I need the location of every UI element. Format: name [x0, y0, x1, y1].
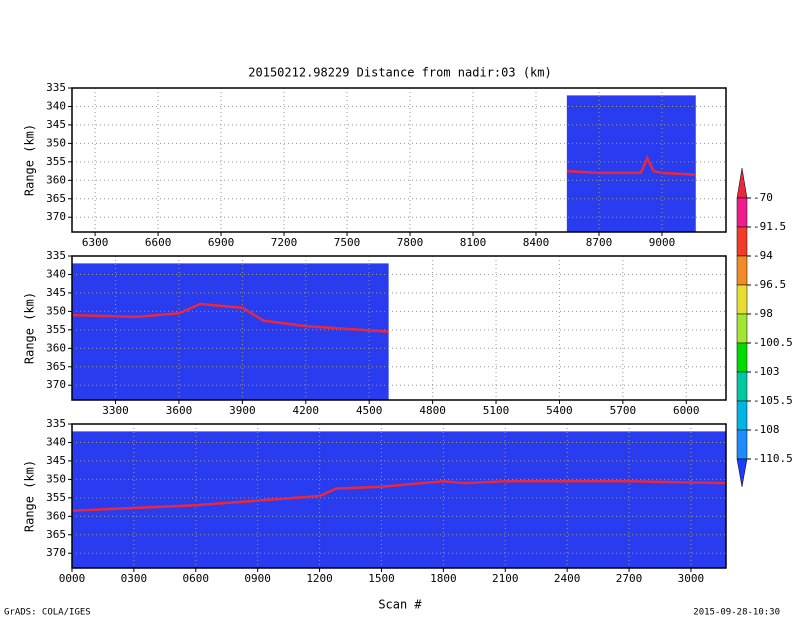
colorbar-label: -70	[753, 191, 773, 204]
colorbar-label: -103	[753, 365, 780, 378]
surface-line	[566, 155, 696, 177]
x-tick-label: 6300	[82, 236, 109, 249]
y-tick-label: 370	[46, 210, 66, 223]
colorbar-cap	[736, 458, 748, 488]
chart-title: 20150212.98229 Distance from nadir:03 (k…	[248, 66, 551, 80]
x-tick-label: 8400	[523, 236, 550, 249]
x-tick-label: 7800	[397, 236, 424, 249]
x-tick-label: 3000	[678, 572, 705, 585]
colorbar-label: -91.5	[753, 220, 786, 233]
x-tick-label: 6900	[208, 236, 235, 249]
x-tick-label: 2700	[616, 572, 643, 585]
x-tick-label: 0000	[59, 572, 86, 585]
footer-left: GrADS: COLA/IGES	[4, 608, 91, 618]
y-tick-label: 370	[46, 546, 66, 559]
x-tick-label: 1500	[368, 572, 395, 585]
data-field	[72, 431, 726, 568]
plot-frame	[71, 255, 727, 401]
y-tick-label: 345	[46, 454, 66, 467]
x-tick-label: 5100	[483, 404, 510, 417]
x-tick-label: 6000	[673, 404, 700, 417]
x-tick-label: 2400	[554, 572, 581, 585]
y-tick-label: 350	[46, 472, 66, 485]
data-field	[566, 95, 696, 232]
colorbar-label: -108	[753, 423, 780, 436]
colorbar-label: -94	[753, 249, 773, 262]
x-tick-label: 1200	[306, 572, 333, 585]
colorbar-box	[736, 284, 748, 315]
y-tick-label: 360	[46, 509, 66, 522]
y-axis-label: Range (km)	[23, 460, 37, 532]
colorbar-box	[736, 429, 748, 460]
y-axis-label: Range (km)	[23, 292, 37, 364]
x-tick-label: 7200	[271, 236, 298, 249]
x-tick-label: 0300	[121, 572, 148, 585]
colorbar-label: -100.5	[753, 336, 793, 349]
y-tick-label: 350	[46, 304, 66, 317]
colorbar-box	[736, 371, 748, 402]
colorbar-label: -96.5	[753, 278, 786, 291]
x-tick-label: 4200	[293, 404, 320, 417]
x-tick-label: 1800	[430, 572, 457, 585]
y-tick-label: 355	[46, 155, 66, 168]
x-tick-label: 3600	[166, 404, 193, 417]
x-tick-label: 6600	[145, 236, 172, 249]
colorbar-label: -110.5	[753, 452, 793, 465]
x-tick-label: 2100	[492, 572, 519, 585]
data-field	[72, 263, 389, 400]
y-tick-label: 370	[46, 378, 66, 391]
x-tick-label: 3300	[102, 404, 129, 417]
y-tick-label: 335	[46, 417, 66, 430]
y-tick-label: 360	[46, 341, 66, 354]
plot-frame	[71, 87, 727, 233]
colorbar-box	[736, 197, 748, 228]
x-tick-label: 0900	[244, 572, 271, 585]
x-axis-label: Scan #	[378, 598, 422, 612]
x-tick-label: 4500	[356, 404, 383, 417]
x-tick-label: 5400	[546, 404, 573, 417]
y-tick-label: 340	[46, 99, 66, 112]
x-tick-label: 0600	[183, 572, 210, 585]
y-tick-label: 350	[46, 136, 66, 149]
y-tick-label: 345	[46, 286, 66, 299]
y-tick-label: 365	[46, 528, 66, 541]
y-tick-label: 345	[46, 118, 66, 131]
y-tick-label: 365	[46, 192, 66, 205]
x-tick-label: 4800	[419, 404, 446, 417]
x-tick-label: 8700	[586, 236, 613, 249]
x-tick-label: 7500	[334, 236, 361, 249]
colorbar-box	[736, 255, 748, 286]
surface-line	[71, 302, 389, 333]
y-tick-label: 335	[46, 81, 66, 94]
y-tick-label: 355	[46, 323, 66, 336]
y-tick-label: 365	[46, 360, 66, 373]
y-tick-label: 355	[46, 491, 66, 504]
x-tick-label: 3900	[229, 404, 256, 417]
x-tick-label: 9000	[649, 236, 676, 249]
x-tick-label: 5700	[610, 404, 637, 417]
y-tick-label: 360	[46, 173, 66, 186]
y-axis-label: Range (km)	[23, 124, 37, 196]
footer-right: 2015-09-28-10:30	[693, 608, 780, 618]
surface-line	[71, 479, 727, 513]
x-tick-label: 8100	[460, 236, 487, 249]
colorbar-box	[736, 226, 748, 257]
colorbar-box	[736, 313, 748, 344]
colorbar-box	[736, 400, 748, 431]
colorbar-label: -105.5	[753, 394, 793, 407]
plot-frame	[71, 423, 727, 569]
y-tick-label: 340	[46, 435, 66, 448]
y-tick-label: 335	[46, 249, 66, 262]
colorbar-box	[736, 342, 748, 373]
y-tick-label: 340	[46, 267, 66, 280]
colorbar-label: -98	[753, 307, 773, 320]
